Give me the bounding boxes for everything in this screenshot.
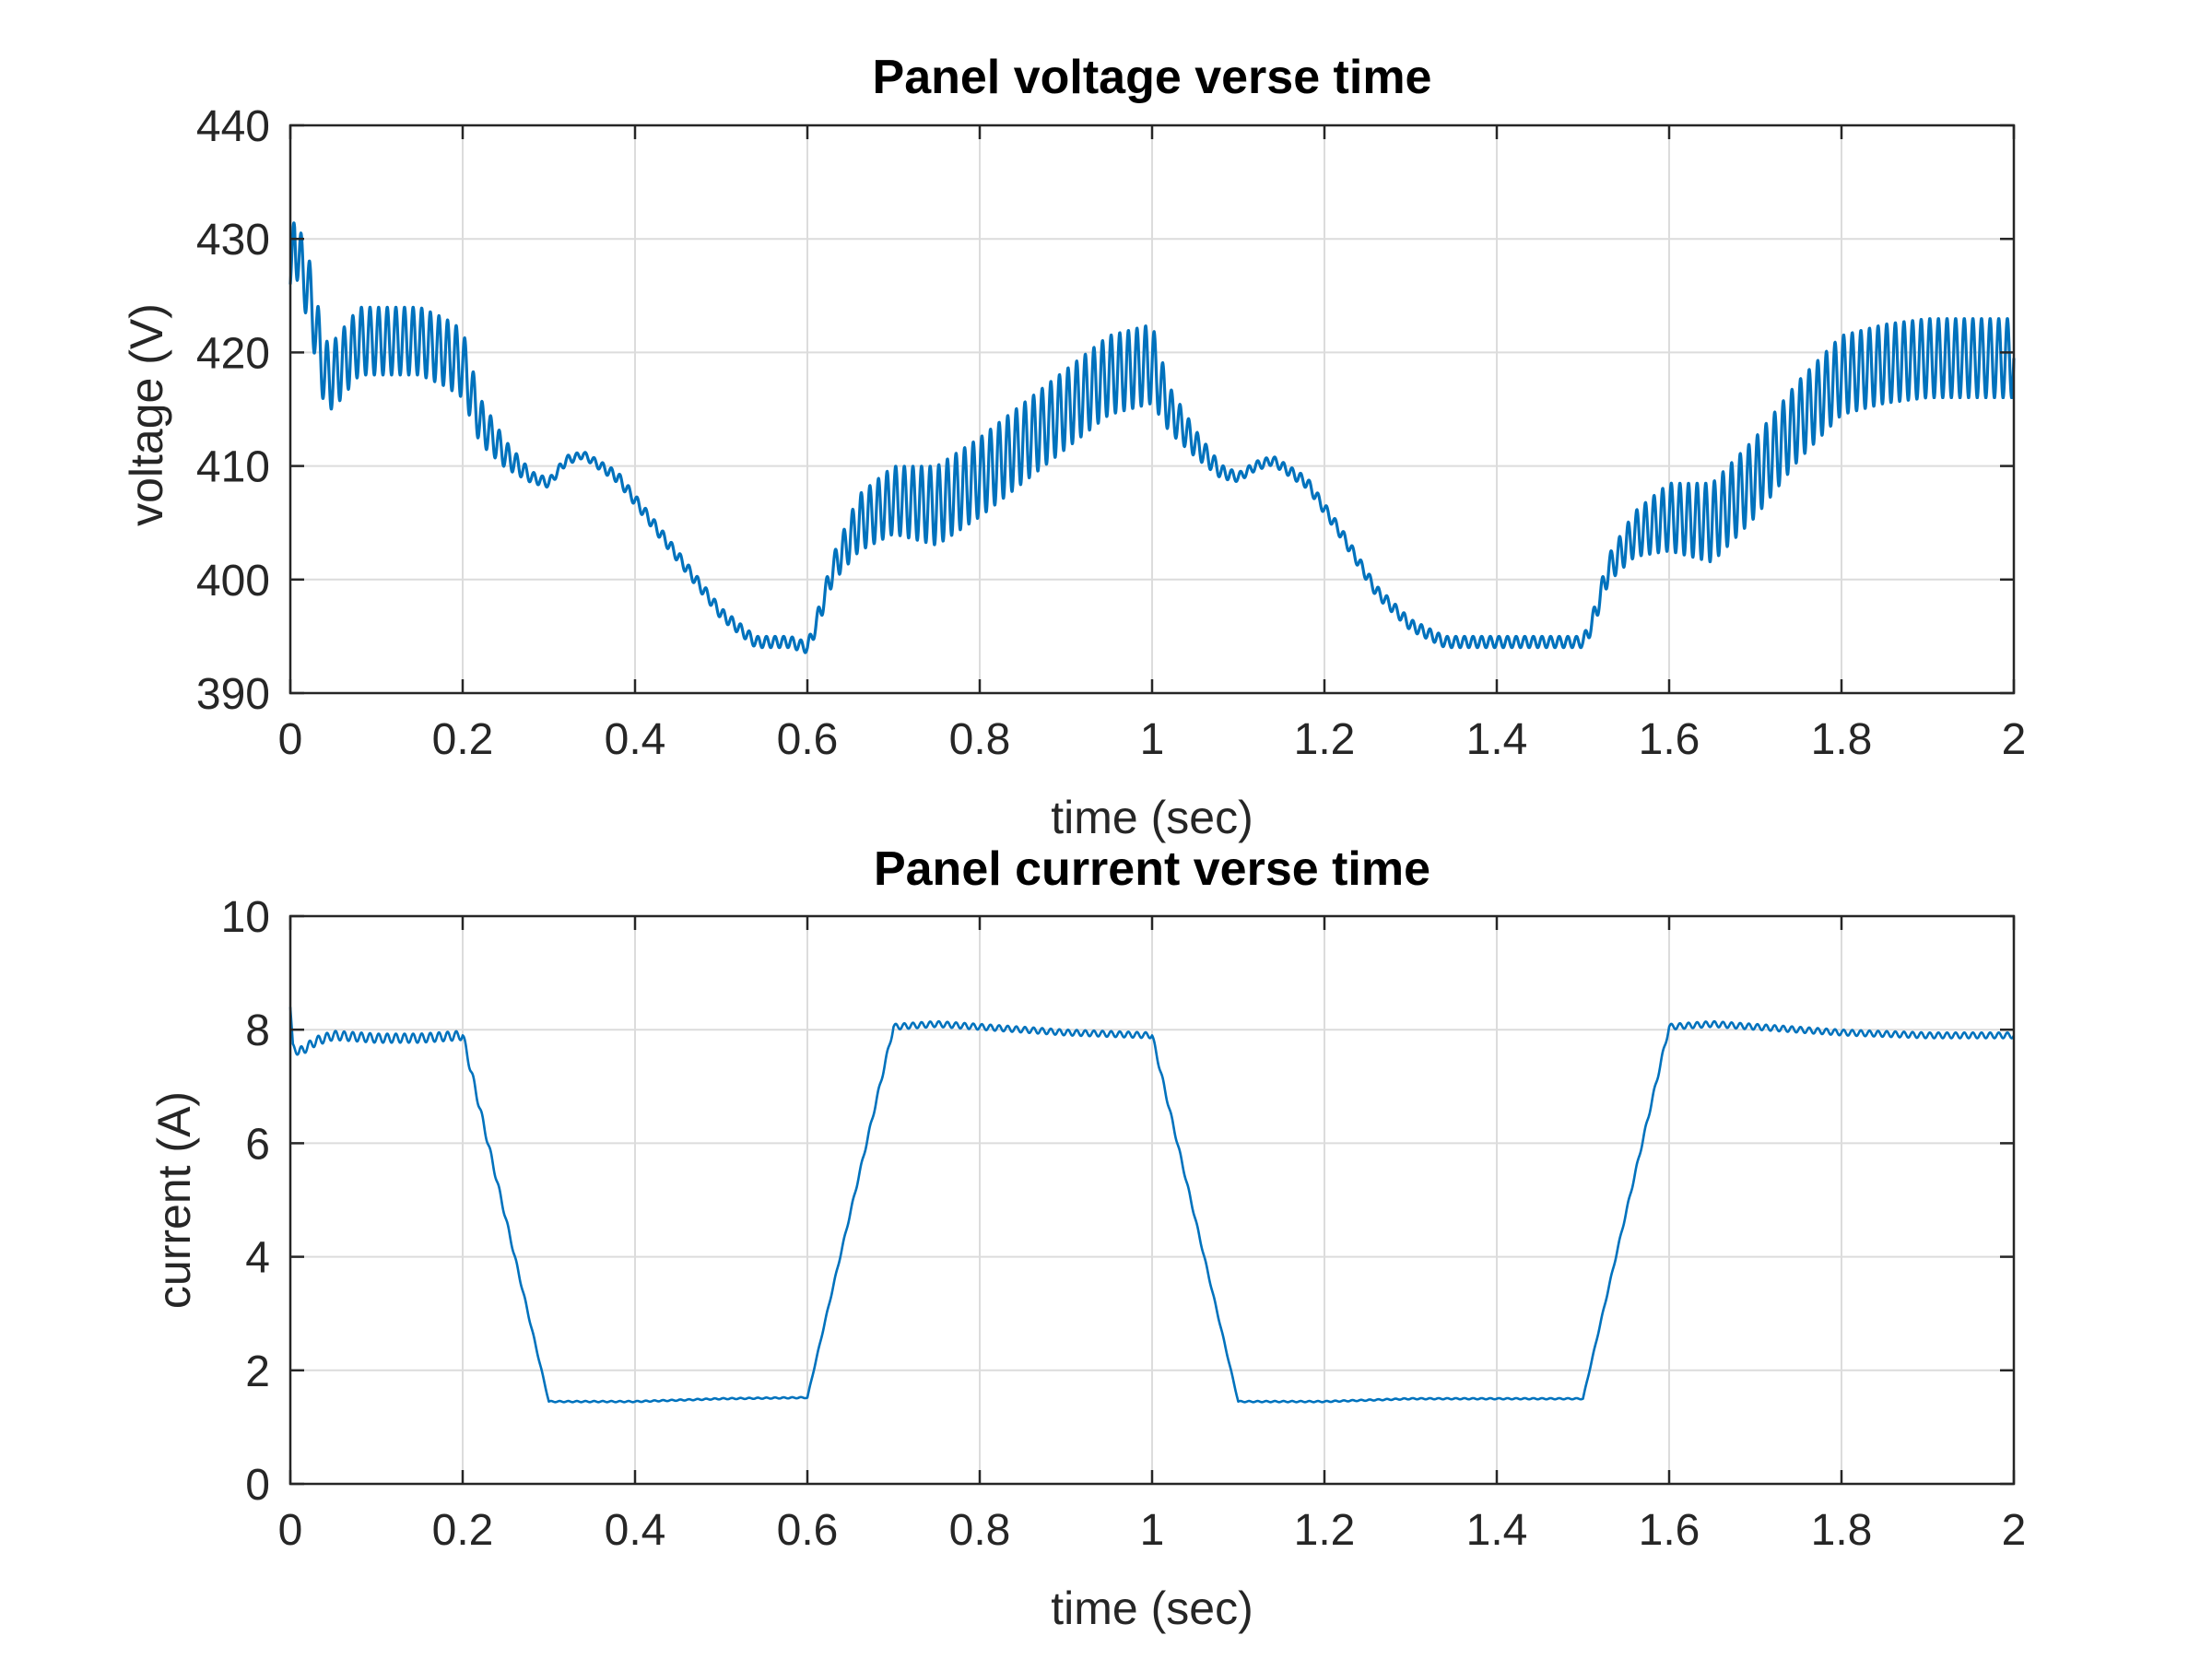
voltage-x-tick-label: 0.6 bbox=[777, 715, 839, 764]
current-series-group bbox=[288, 1006, 2016, 1404]
current-y-tick-label: 8 bbox=[245, 1006, 270, 1055]
current-x-tick-label: 1.2 bbox=[1294, 1506, 1356, 1555]
current-x-tick-label: 1.4 bbox=[1466, 1506, 1528, 1555]
voltage-series-line bbox=[288, 221, 2016, 654]
voltage-y-tick-label: 430 bbox=[196, 216, 270, 265]
current-x-tick-label: 1 bbox=[1140, 1506, 1165, 1555]
current-chart-title: Panel current verse time bbox=[874, 842, 1430, 896]
voltage-x-tick-label: 0 bbox=[278, 715, 303, 764]
voltage-y-axis-label: voltage (V) bbox=[121, 303, 172, 526]
current-y-tick-label: 0 bbox=[245, 1461, 270, 1510]
current-x-tick-label: 0 bbox=[278, 1506, 303, 1555]
voltage-chart-title: Panel voltage verse time bbox=[873, 51, 1432, 104]
current-y-tick-label: 10 bbox=[221, 893, 270, 942]
voltage-x-tick-label: 1.8 bbox=[1811, 715, 1873, 764]
current-x-tick-label: 0.4 bbox=[605, 1506, 666, 1555]
voltage-x-tick-label: 1 bbox=[1140, 715, 1165, 764]
current-y-tick-label: 4 bbox=[245, 1234, 270, 1283]
voltage-panel: Panel voltage verse time time (sec) volt… bbox=[121, 51, 2026, 843]
voltage-plot-frame bbox=[288, 124, 2016, 695]
voltage-y-tick-label: 390 bbox=[196, 670, 270, 719]
voltage-x-tick-label: 1.4 bbox=[1466, 715, 1528, 764]
voltage-x-tick-label: 0.2 bbox=[432, 715, 494, 764]
voltage-grid bbox=[290, 125, 2014, 693]
current-panel: Panel current verse time time (sec) curr… bbox=[148, 842, 2026, 1634]
current-ticks: 0 0.2 0.4 0.6 0.8 1 1.2 1.4 1.6 1.8 2 0 2 4 6 8 10 bbox=[221, 893, 2027, 1555]
current-x-tick-label: 0.8 bbox=[949, 1506, 1011, 1555]
current-y-axis-label: current (A) bbox=[148, 1091, 200, 1309]
current-x-tick-label: 0.2 bbox=[432, 1506, 494, 1555]
voltage-x-tick-label: 1.2 bbox=[1294, 715, 1356, 764]
voltage-ticks: 0 0.2 0.4 0.6 0.8 1 1.2 1.4 1.6 1.8 2 390 400 410 420 4… bbox=[196, 102, 2026, 764]
voltage-y-tick-label: 400 bbox=[196, 557, 270, 606]
voltage-y-tick-label: 440 bbox=[196, 102, 270, 151]
current-x-tick-label: 2 bbox=[2002, 1506, 2027, 1555]
voltage-x-tick-label: 0.8 bbox=[949, 715, 1011, 764]
current-plot-frame bbox=[288, 914, 2016, 1486]
current-x-tick-label: 1.6 bbox=[1639, 1506, 1700, 1555]
current-series-line bbox=[288, 1006, 2016, 1404]
current-x-tick-label: 0.6 bbox=[777, 1506, 839, 1555]
voltage-series-group bbox=[288, 221, 2016, 654]
current-y-tick-label: 6 bbox=[245, 1120, 270, 1169]
voltage-y-tick-label: 420 bbox=[196, 329, 270, 378]
voltage-x-tick-label: 0.4 bbox=[605, 715, 666, 764]
voltage-x-axis-label: time (sec) bbox=[1051, 792, 1253, 843]
voltage-x-tick-label: 2 bbox=[2002, 715, 2027, 764]
current-grid bbox=[290, 916, 2014, 1484]
current-x-axis-label: time (sec) bbox=[1051, 1583, 1253, 1634]
voltage-y-tick-label: 410 bbox=[196, 443, 270, 492]
current-y-tick-label: 2 bbox=[245, 1347, 270, 1396]
voltage-x-tick-label: 1.6 bbox=[1639, 715, 1700, 764]
current-x-tick-label: 1.8 bbox=[1811, 1506, 1873, 1555]
